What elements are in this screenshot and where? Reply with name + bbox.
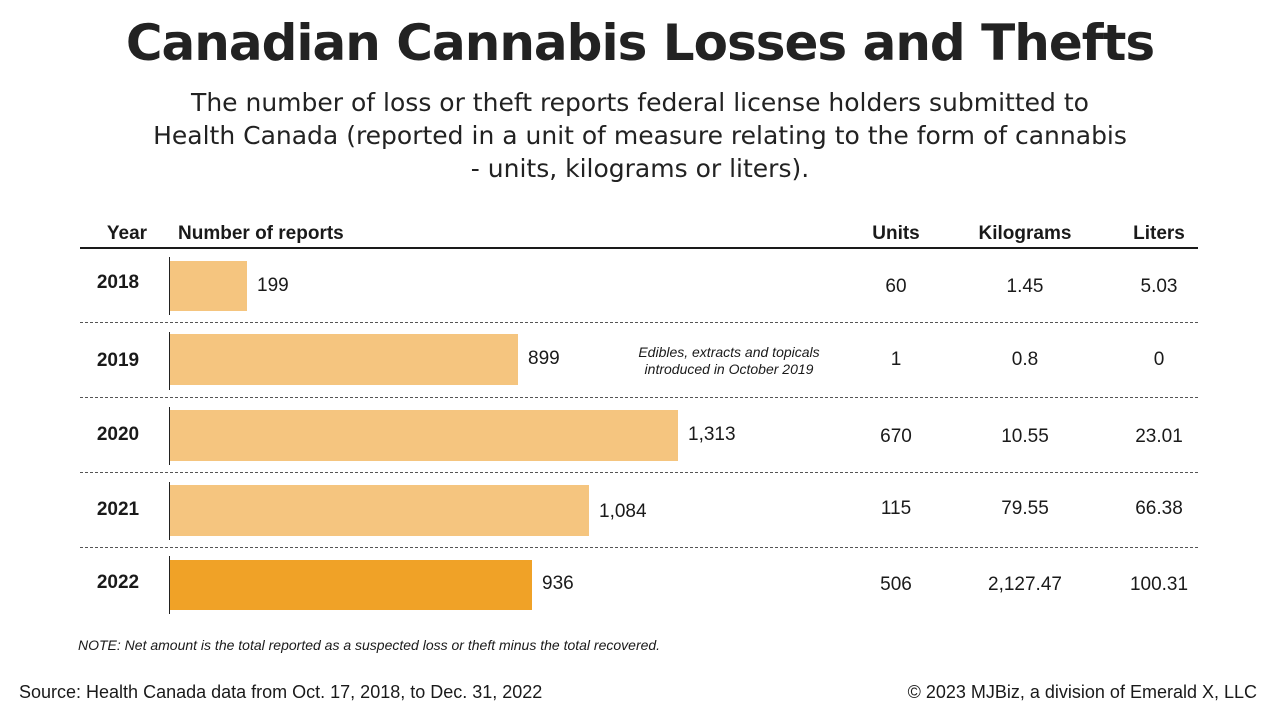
bar-2021	[170, 485, 589, 536]
copyright-text: © 2023 MJBiz, a division of Emerald X, L…	[907, 682, 1257, 702]
bar-2019	[170, 334, 518, 385]
year-label: 2022	[96, 572, 140, 593]
row-separator	[80, 547, 1198, 548]
kilograms-value: 2,127.47	[988, 574, 1062, 595]
units-value: 1	[890, 349, 902, 370]
units-value: 115	[880, 498, 912, 519]
year-label: 2020	[96, 424, 140, 445]
year-label: 2019	[96, 350, 140, 371]
units-value: 60	[885, 276, 907, 297]
header-kilograms: Kilograms	[978, 223, 1072, 244]
bar-value-label: 1,313	[688, 424, 736, 445]
bar-axis-line	[169, 556, 170, 614]
units-value: 670	[880, 426, 912, 447]
chart-subtitle: The number of loss or theft reports fede…	[153, 88, 1127, 183]
header-reports: Number of reports	[178, 223, 344, 244]
liters-value: 5.03	[1140, 276, 1178, 297]
liters-value: 66.38	[1135, 498, 1183, 519]
liters-value: 0	[1153, 349, 1165, 370]
bar-axis-line	[169, 407, 170, 465]
year-label: 2018	[96, 272, 140, 293]
annotation-2019: Edibles, extracts and topicals introduce…	[638, 344, 820, 377]
units-value: 506	[880, 574, 912, 595]
bar-value-label: 1,084	[599, 501, 647, 522]
footnote: NOTE: Net amount is the total reported a…	[78, 637, 661, 653]
kilograms-value: 79.55	[1001, 498, 1049, 519]
bar-axis-line	[169, 257, 170, 315]
header-rule	[80, 247, 1198, 249]
bar-value-label: 936	[542, 573, 574, 594]
row-separator	[80, 397, 1198, 398]
kilograms-value: 1.45	[1006, 276, 1044, 297]
row-separator	[80, 472, 1198, 473]
header-year: Year	[106, 223, 148, 244]
bar-value-label: 199	[257, 275, 289, 296]
liters-value: 100.31	[1129, 574, 1189, 595]
bar-axis-line	[169, 482, 170, 540]
bar-axis-line	[169, 332, 170, 390]
header-units: Units	[872, 223, 920, 244]
kilograms-value: 10.55	[1001, 426, 1049, 447]
liters-value: 23.01	[1135, 426, 1183, 447]
bar-2022	[170, 560, 532, 610]
kilograms-value: 0.8	[1011, 349, 1039, 370]
bar-2020	[170, 410, 678, 461]
header-liters: Liters	[1133, 223, 1185, 244]
row-separator	[80, 322, 1198, 323]
source-text: Source: Health Canada data from Oct. 17,…	[19, 682, 543, 702]
bar-2018	[170, 261, 247, 311]
bar-value-label: 899	[528, 348, 560, 369]
chart-title: Canadian Cannabis Losses and Thefts	[125, 14, 1155, 72]
year-label: 2021	[96, 499, 140, 520]
